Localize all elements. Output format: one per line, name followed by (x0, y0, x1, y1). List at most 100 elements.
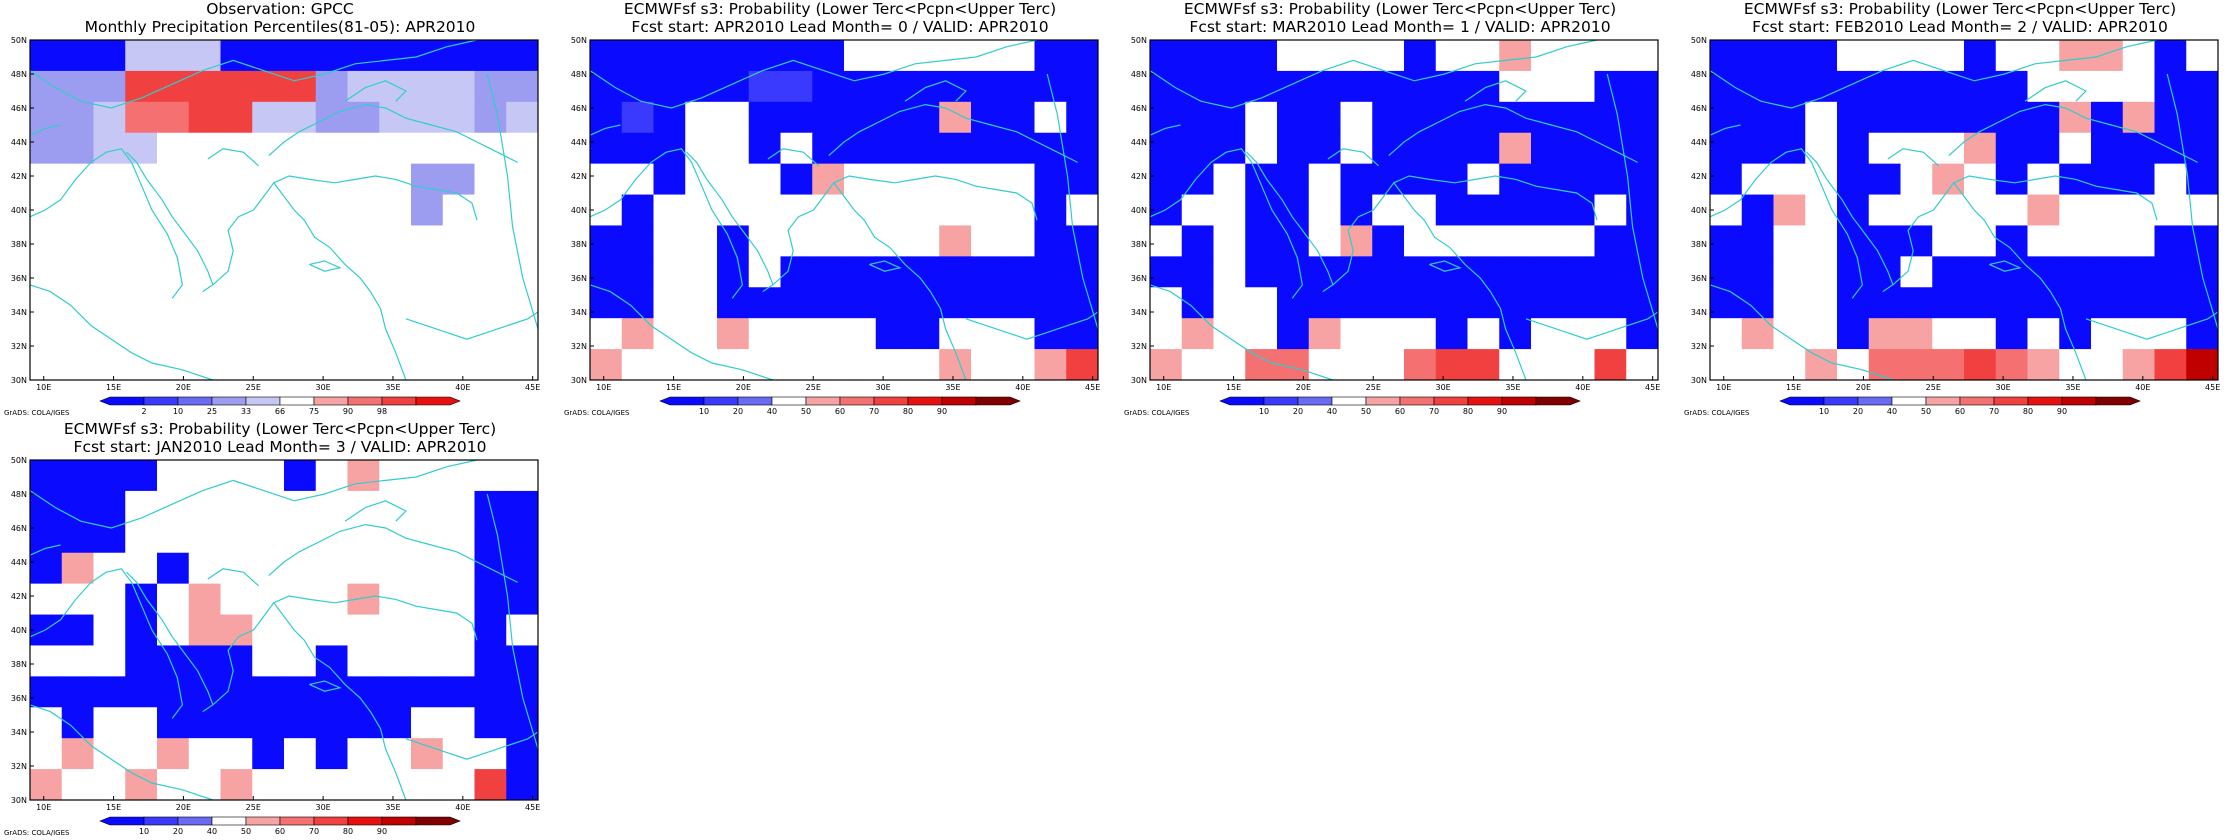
colorbar-label: 20 (173, 827, 183, 836)
coastline (126, 571, 214, 713)
heatmap-cell (347, 707, 380, 739)
heatmap-cell (1404, 40, 1437, 72)
y-tick-label: 42N (571, 172, 587, 181)
heatmap-cell (875, 194, 908, 226)
colorbar-swatch (245, 816, 281, 826)
colorbar-label: 75 (309, 407, 319, 416)
colorbar-label: 90 (343, 407, 353, 416)
heatmap-cell (1805, 318, 1838, 350)
heatmap-cell (1213, 349, 1246, 381)
heatmap-cell (1066, 349, 1099, 381)
colorbar-swatch (245, 396, 281, 406)
heatmap-cell (1213, 225, 1246, 257)
heatmap-cell (347, 769, 380, 801)
heatmap-cell (157, 521, 190, 554)
heatmap-cell (653, 194, 686, 226)
colorbar-swatch (143, 816, 179, 826)
heatmap-cell (1150, 349, 1183, 381)
heatmap-cell (30, 194, 63, 226)
heatmap-cell (347, 738, 380, 770)
heatmap-cell (61, 225, 94, 257)
grads-credit: GrADS: COLA/IGES (564, 409, 630, 417)
heatmap-cell (1837, 163, 1870, 196)
heatmap-cell (1150, 40, 1183, 72)
heatmap-cell (284, 707, 317, 739)
heatmap-cell (1308, 70, 1341, 103)
heatmap-cell (2122, 40, 2155, 72)
heatmap-cell (93, 769, 126, 801)
coastline (1327, 148, 1380, 167)
coastline (1709, 124, 1741, 136)
heatmap-cell (442, 521, 475, 554)
heatmap-cell (1181, 256, 1214, 288)
heatmap-cell (1499, 101, 1532, 134)
heatmap-cell (875, 349, 908, 381)
x-tick-label: 20E (1856, 383, 1871, 392)
heatmap-cell (844, 318, 877, 350)
heatmap-cell (907, 318, 940, 350)
heatmap-cell (188, 225, 221, 257)
heatmap-cell (1150, 163, 1183, 196)
coastline (1149, 284, 1334, 381)
heatmap-cell (1404, 225, 1437, 257)
heatmap-cell (125, 132, 158, 165)
heatmap-cell (1900, 163, 1933, 196)
colorbar-swatch (279, 396, 315, 406)
heatmap-cell (1404, 256, 1437, 288)
x-tick-label: 25E (246, 803, 261, 812)
heatmap-cell (1531, 287, 1564, 319)
heatmap-cell (347, 132, 380, 165)
heatmap-cell (30, 70, 63, 103)
y-tick-label: 38N (1131, 240, 1147, 249)
heatmap-cell (252, 194, 285, 226)
heatmap-cell (590, 318, 623, 350)
heatmap-cell (379, 225, 412, 257)
heatmap-cell (474, 40, 507, 72)
heatmap-cell (220, 676, 253, 708)
colorbar-swatch (2095, 396, 2141, 406)
heatmap-cell (284, 614, 317, 646)
y-tick-label: 34N (1131, 308, 1147, 317)
heatmap-cell (590, 225, 623, 257)
heatmap-cell (812, 194, 845, 226)
map-panel-lead-2: ECMWFsf s3: Probability (Lower Terc<Pcpn… (1680, 0, 2240, 420)
colorbar-swatch (1891, 396, 1927, 406)
heatmap-cell (590, 132, 623, 165)
heatmap-cell (93, 194, 126, 226)
heatmap-cell (2122, 101, 2155, 134)
heatmap-cell (188, 256, 221, 288)
coastline (405, 311, 539, 340)
heatmap-cell (2186, 349, 2219, 381)
heatmap-cell (1626, 349, 1659, 381)
heatmap-cell (971, 349, 1004, 381)
heatmap-cell (220, 287, 253, 319)
heatmap-cells (30, 460, 539, 801)
heatmap-cell (1710, 225, 1743, 257)
coastline (1332, 181, 1527, 381)
heatmap-cell (252, 101, 285, 134)
heatmap-cell (971, 132, 1004, 165)
heatmap-cell (61, 490, 94, 523)
coastline (212, 601, 407, 801)
coastline (1606, 73, 1659, 330)
heatmap-cell (1034, 40, 1067, 72)
heatmap-cell (1002, 349, 1035, 381)
heatmap-cell (1741, 318, 1774, 350)
y-tick-label: 46N (1691, 104, 1707, 113)
heatmap-cell (220, 101, 253, 134)
heatmap-cell (1741, 349, 1774, 381)
heatmap-cell (907, 225, 940, 257)
x-tick-label: 25E (1366, 383, 1381, 392)
heatmap-cell (61, 460, 94, 492)
coastline (1393, 175, 1598, 221)
heatmap-cell (685, 163, 718, 196)
heatmap-cell (1002, 225, 1035, 257)
heatmap-cell (780, 225, 813, 257)
heatmap-cell (284, 40, 317, 72)
heatmap-cell (220, 521, 253, 554)
heatmap-cell (93, 521, 126, 554)
heatmap-cell (442, 676, 475, 708)
y-tick-label: 44N (11, 138, 27, 147)
heatmap-cell (315, 349, 348, 381)
heatmap-cell (1340, 132, 1373, 165)
